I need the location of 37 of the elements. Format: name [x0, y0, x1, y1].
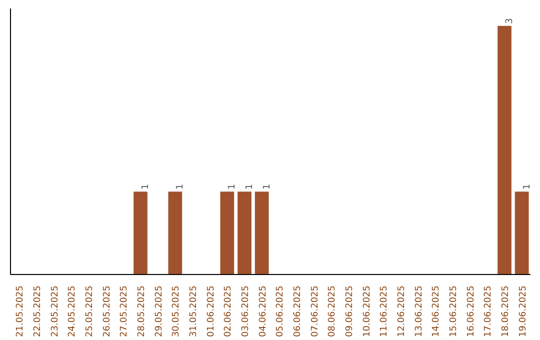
x-tick-label: 06.06.2025 — [293, 286, 303, 338]
x-tick-label: 25.05.2025 — [85, 286, 95, 338]
x-tick-label: 10.06.2025 — [362, 286, 372, 338]
x-tick-label: 18.06.2025 — [501, 286, 511, 338]
x-tick-label: 07.06.2025 — [310, 286, 320, 338]
x-tick-label: 08.06.2025 — [328, 286, 338, 338]
x-tick-label: 01.06.2025 — [206, 286, 216, 338]
x-tick-label: 26.05.2025 — [102, 286, 112, 338]
x-tick-label: 23.05.2025 — [50, 286, 60, 338]
x-tick-label: 31.05.2025 — [189, 286, 199, 338]
x-tick-label: 09.06.2025 — [345, 286, 355, 338]
x-tick-label: 27.05.2025 — [120, 286, 130, 338]
x-tick-label: 14.06.2025 — [432, 286, 442, 338]
x-tick-label: 02.06.2025 — [224, 286, 234, 338]
x-tick-label: 28.05.2025 — [137, 286, 147, 338]
data-label: 1 — [262, 184, 272, 190]
x-tick-label: 29.05.2025 — [154, 286, 164, 338]
x-tick-label: 04.06.2025 — [258, 286, 268, 338]
x-tick-label: 03.06.2025 — [241, 286, 251, 338]
data-label: 1 — [245, 184, 255, 190]
x-tick-label: 22.05.2025 — [33, 286, 43, 338]
x-tick-label: 11.06.2025 — [380, 286, 390, 338]
x-tick-label: 24.05.2025 — [68, 286, 78, 338]
x-tick-label: 05.06.2025 — [276, 286, 286, 338]
x-tick-label: 13.06.2025 — [414, 286, 424, 338]
data-label: 1 — [522, 184, 532, 190]
x-tick-label: 16.06.2025 — [466, 286, 476, 338]
x-tick-label: 30.05.2025 — [172, 286, 182, 338]
x-tick-label: 12.06.2025 — [397, 286, 407, 338]
x-tick-label: 21.05.2025 — [16, 286, 26, 338]
x-tick-label: 19.06.2025 — [518, 286, 528, 338]
data-label: 1 — [228, 184, 238, 190]
data-label: 3 — [505, 18, 515, 24]
data-label: 1 — [141, 184, 151, 190]
x-tick-label: 17.06.2025 — [484, 286, 494, 338]
x-tick-label: 15.06.2025 — [449, 286, 459, 338]
data-label: 1 — [176, 184, 186, 190]
